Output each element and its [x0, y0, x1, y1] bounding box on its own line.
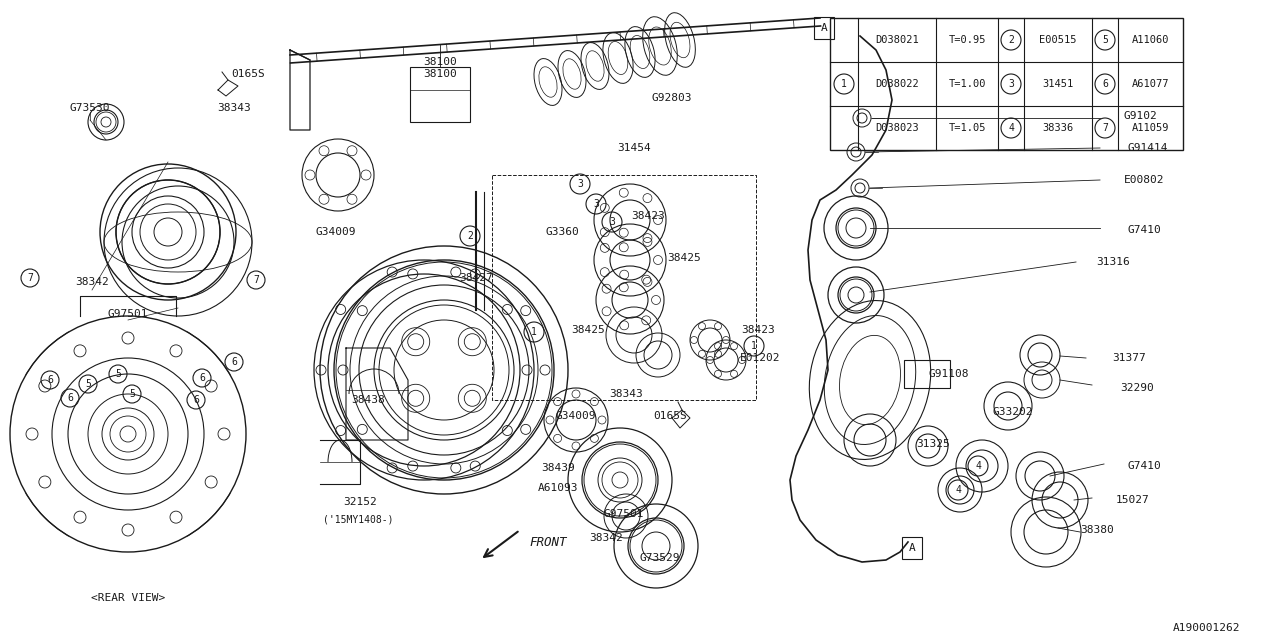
Bar	[904, 360, 950, 388]
Text: 32152: 32152	[343, 497, 376, 507]
Text: 31451: 31451	[1042, 79, 1074, 89]
Text: 1: 1	[751, 341, 756, 351]
Text: 38343: 38343	[609, 389, 643, 399]
Text: D038021: D038021	[876, 35, 919, 45]
Bar	[829, 18, 1183, 150]
Text: A190001262: A190001262	[1172, 623, 1240, 633]
Text: 4: 4	[955, 485, 961, 495]
Text: T=1.05: T=1.05	[948, 123, 986, 133]
Text: 7: 7	[253, 275, 259, 285]
Text: 38342: 38342	[589, 533, 623, 543]
Text: 5: 5	[84, 379, 91, 389]
Text: G7410: G7410	[1128, 461, 1162, 471]
Text: 6: 6	[67, 393, 73, 403]
Text: D038023: D038023	[876, 123, 919, 133]
Text: 38427: 38427	[460, 273, 493, 283]
Text: 6: 6	[1102, 79, 1108, 89]
Text: 4: 4	[1009, 123, 1014, 133]
Text: G34009: G34009	[316, 227, 356, 237]
Text: 38425: 38425	[571, 325, 605, 335]
Text: A: A	[909, 543, 915, 553]
Text: 38336: 38336	[1042, 123, 1074, 133]
Text: 31454: 31454	[617, 143, 650, 153]
Text: 15027: 15027	[1116, 495, 1149, 505]
Text: ('15MY1408-): ('15MY1408-)	[323, 515, 393, 525]
Text: 38438: 38438	[351, 395, 385, 405]
Text: 38380: 38380	[1080, 525, 1114, 535]
Text: 3: 3	[593, 199, 599, 209]
Bar	[814, 17, 835, 39]
Text: 1: 1	[531, 327, 536, 337]
Text: D038022: D038022	[876, 79, 919, 89]
Text: <REAR VIEW>: <REAR VIEW>	[91, 593, 165, 603]
Text: 7: 7	[27, 273, 33, 283]
Text: G73530: G73530	[69, 103, 110, 113]
Text: 5: 5	[115, 369, 120, 379]
Text: 38342: 38342	[76, 277, 109, 287]
Text: G9102: G9102	[1124, 111, 1157, 121]
Text: 7: 7	[1102, 123, 1108, 133]
Text: 31377: 31377	[1112, 353, 1146, 363]
Text: 5: 5	[129, 389, 134, 399]
Text: E00802: E00802	[1124, 175, 1165, 185]
Text: 2: 2	[1009, 35, 1014, 45]
Text: FRONT: FRONT	[529, 536, 567, 548]
Text: 38343: 38343	[218, 103, 251, 113]
Bar	[410, 67, 470, 122]
Text: G73529: G73529	[640, 553, 680, 563]
Text: 2: 2	[467, 231, 472, 241]
Text: 32290: 32290	[1120, 383, 1153, 393]
Text: T=0.95: T=0.95	[948, 35, 986, 45]
Text: 3: 3	[1009, 79, 1014, 89]
Text: E01202: E01202	[740, 353, 781, 363]
Text: A61093: A61093	[538, 483, 579, 493]
Text: E00515: E00515	[1039, 35, 1076, 45]
Text: 38100: 38100	[424, 69, 457, 79]
Text: 1: 1	[841, 79, 847, 89]
Text: 31325: 31325	[916, 439, 950, 449]
Text: G33202: G33202	[992, 407, 1033, 417]
Text: 38425: 38425	[667, 253, 701, 263]
Text: 31316: 31316	[1096, 257, 1130, 267]
Text: 6: 6	[193, 395, 198, 405]
Text: 0165S: 0165S	[653, 411, 687, 421]
Text: 38100: 38100	[424, 57, 457, 67]
Text: G92803: G92803	[652, 93, 692, 103]
Text: 38423: 38423	[741, 325, 774, 335]
Text: G7410: G7410	[1128, 225, 1162, 235]
Text: A11059: A11059	[1132, 123, 1169, 133]
Text: T=1.00: T=1.00	[948, 79, 986, 89]
Text: G91108: G91108	[928, 369, 969, 379]
Text: 6: 6	[200, 373, 205, 383]
Text: G91414: G91414	[1128, 143, 1169, 153]
Text: 6: 6	[47, 375, 52, 385]
Text: 38439: 38439	[541, 463, 575, 473]
Text: A: A	[820, 23, 827, 33]
Text: G34009: G34009	[556, 411, 596, 421]
Text: A61077: A61077	[1132, 79, 1169, 89]
Text: 4: 4	[975, 461, 980, 471]
Text: 0165S: 0165S	[232, 69, 265, 79]
Text: A11060: A11060	[1132, 35, 1169, 45]
Text: G97501: G97501	[108, 309, 148, 319]
Text: 38423: 38423	[631, 211, 664, 221]
Bar	[902, 537, 922, 559]
Text: 5: 5	[1102, 35, 1108, 45]
Text: G97501: G97501	[604, 509, 644, 519]
Text: 3: 3	[609, 217, 614, 227]
Text: 3: 3	[577, 179, 582, 189]
Text: G3360: G3360	[545, 227, 579, 237]
Text: 6: 6	[232, 357, 237, 367]
